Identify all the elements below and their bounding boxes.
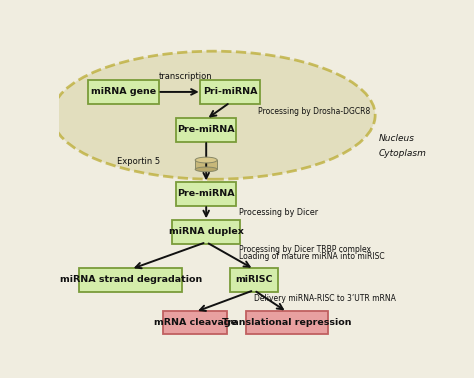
FancyBboxPatch shape xyxy=(200,80,260,104)
Text: Delivery miRNA-RISC to 3’UTR mRNA: Delivery miRNA-RISC to 3’UTR mRNA xyxy=(254,294,396,303)
Text: Translational repression: Translational repression xyxy=(222,318,352,327)
FancyBboxPatch shape xyxy=(195,160,217,169)
FancyBboxPatch shape xyxy=(172,220,240,243)
Text: Loading of mature miRNA into miRISC: Loading of mature miRNA into miRISC xyxy=(238,252,384,261)
FancyBboxPatch shape xyxy=(176,118,237,142)
Text: Pre-miRNA: Pre-miRNA xyxy=(177,189,235,198)
Text: Cytoplasm: Cytoplasm xyxy=(379,149,427,158)
Ellipse shape xyxy=(52,51,375,179)
FancyBboxPatch shape xyxy=(230,268,278,291)
Text: Processing by Dicer TRBP complex: Processing by Dicer TRBP complex xyxy=(238,245,371,254)
FancyBboxPatch shape xyxy=(88,80,159,104)
Ellipse shape xyxy=(195,167,217,172)
Text: Processing by Drosha-DGCR8: Processing by Drosha-DGCR8 xyxy=(258,107,370,116)
Text: miRISC: miRISC xyxy=(235,275,273,284)
Text: miRNA gene: miRNA gene xyxy=(91,87,156,96)
Text: miRNA duplex: miRNA duplex xyxy=(169,227,244,236)
Ellipse shape xyxy=(195,157,217,163)
FancyBboxPatch shape xyxy=(246,310,328,335)
Text: miRNA strand degradation: miRNA strand degradation xyxy=(60,275,202,284)
FancyBboxPatch shape xyxy=(163,310,228,335)
Text: mRNA cleavage: mRNA cleavage xyxy=(154,318,237,327)
Text: Exportin 5: Exportin 5 xyxy=(117,157,160,166)
Text: Nucleus: Nucleus xyxy=(379,134,415,143)
FancyBboxPatch shape xyxy=(80,268,182,291)
Text: Processing by Dicer: Processing by Dicer xyxy=(238,208,318,217)
Text: Pri-miRNA: Pri-miRNA xyxy=(203,87,257,96)
FancyBboxPatch shape xyxy=(176,182,237,206)
Text: Pre-miRNA: Pre-miRNA xyxy=(177,125,235,134)
Text: transcription: transcription xyxy=(159,72,213,81)
